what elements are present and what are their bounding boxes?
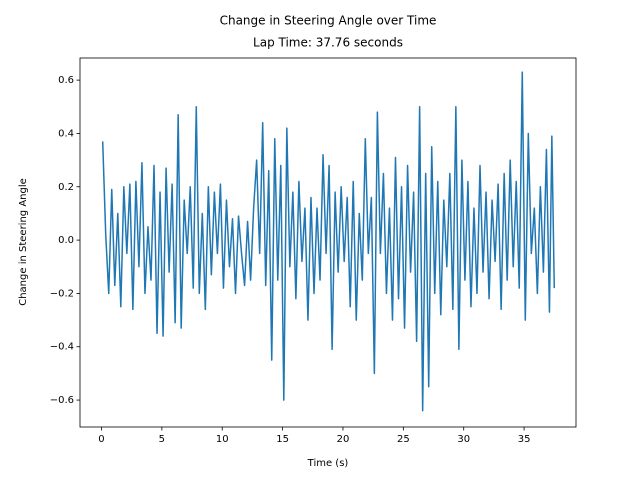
- y-tick-label: 0.4: [58, 128, 74, 139]
- x-tick-label: 5: [159, 434, 165, 445]
- y-tick-label: −0.4: [50, 342, 74, 353]
- x-tick-label: 15: [276, 434, 289, 445]
- y-tick-label: −0.6: [50, 395, 74, 406]
- x-tick-label: 10: [216, 434, 229, 445]
- x-tick-label: 30: [457, 434, 470, 445]
- x-axis-label: Time (s): [307, 458, 349, 469]
- plot-frame: [79, 57, 577, 428]
- y-tick-label: 0.0: [58, 235, 74, 246]
- y-tick-label: 0.2: [58, 182, 74, 193]
- x-tick-label: 20: [337, 434, 350, 445]
- y-axis-label: Change in Steering Angle: [18, 178, 29, 306]
- x-tick-label: 35: [518, 434, 531, 445]
- chart-title: Change in Steering Angle over Time: [220, 14, 437, 28]
- x-tick-label: 25: [397, 434, 410, 445]
- data-line: [101, 71, 556, 412]
- y-tick-label: 0.6: [58, 75, 74, 86]
- x-tick-label: 0: [98, 434, 104, 445]
- chart-subtitle: Lap Time: 37.76 seconds: [253, 36, 403, 50]
- y-tick-label: −0.2: [50, 288, 74, 299]
